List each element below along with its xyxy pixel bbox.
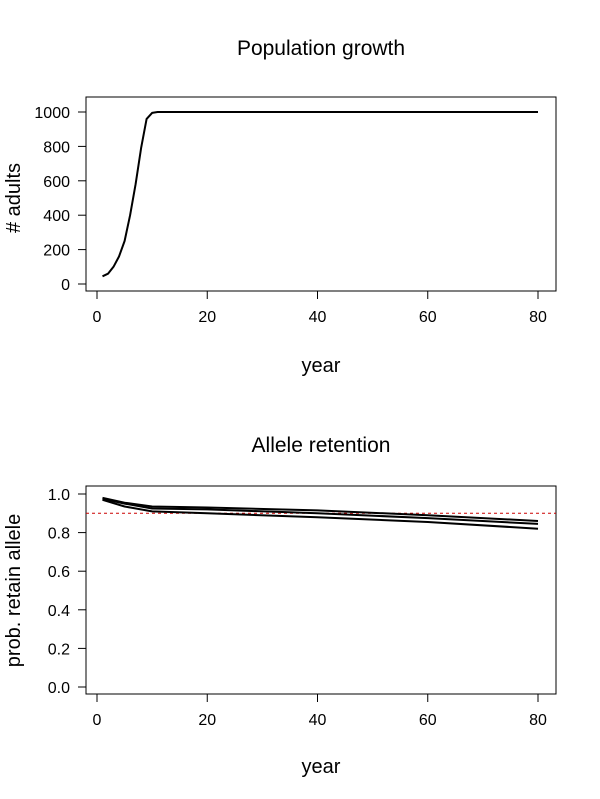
series-line-2 bbox=[102, 497, 539, 525]
x-tick-label: 0 bbox=[93, 309, 102, 326]
chart-panel-2: Allele retention 0 20 40 60 80 0.0 0.2 0.4 0.6 0.8… bbox=[3, 434, 557, 778]
x-axis-label: year bbox=[302, 355, 341, 377]
x-tick-label: 60 bbox=[419, 712, 437, 729]
y-tick-label: 600 bbox=[43, 174, 70, 191]
plot-frame bbox=[85, 96, 557, 292]
y-tick-label: 0 bbox=[61, 277, 70, 294]
y-tick-label: 800 bbox=[43, 139, 70, 156]
y-tick-label: 0.2 bbox=[48, 641, 70, 658]
y-axis-label: # adults bbox=[3, 163, 25, 233]
y-tick-label: 0.8 bbox=[48, 526, 70, 543]
x-tick-label: 80 bbox=[529, 712, 547, 729]
y-tick-label: 1000 bbox=[34, 105, 70, 122]
x-tick-label: 0 bbox=[93, 712, 102, 729]
y-tick-label: 400 bbox=[43, 208, 70, 225]
y-tick-label: 0.6 bbox=[48, 564, 70, 581]
y-tick-label: 0.4 bbox=[48, 603, 70, 620]
x-tick-label: 60 bbox=[419, 309, 437, 326]
x-tick-label: 40 bbox=[309, 309, 327, 326]
y-tick-label: 200 bbox=[43, 243, 70, 260]
series-line-3 bbox=[102, 498, 539, 530]
x-tick-label: 20 bbox=[198, 309, 216, 326]
y-axis-label: prob. retain allele bbox=[3, 514, 25, 667]
chart-title: Population growth bbox=[237, 37, 405, 60]
x-tick-label: 40 bbox=[309, 712, 327, 729]
x-axis-label: year bbox=[302, 756, 341, 778]
x-tick-label: 80 bbox=[529, 309, 547, 326]
chart-title: Allele retention bbox=[252, 434, 391, 457]
y-tick-label: 0.0 bbox=[48, 680, 70, 697]
y-tick-label: 1.0 bbox=[48, 487, 70, 504]
series-line-1 bbox=[102, 111, 538, 278]
x-tick-label: 20 bbox=[198, 712, 216, 729]
